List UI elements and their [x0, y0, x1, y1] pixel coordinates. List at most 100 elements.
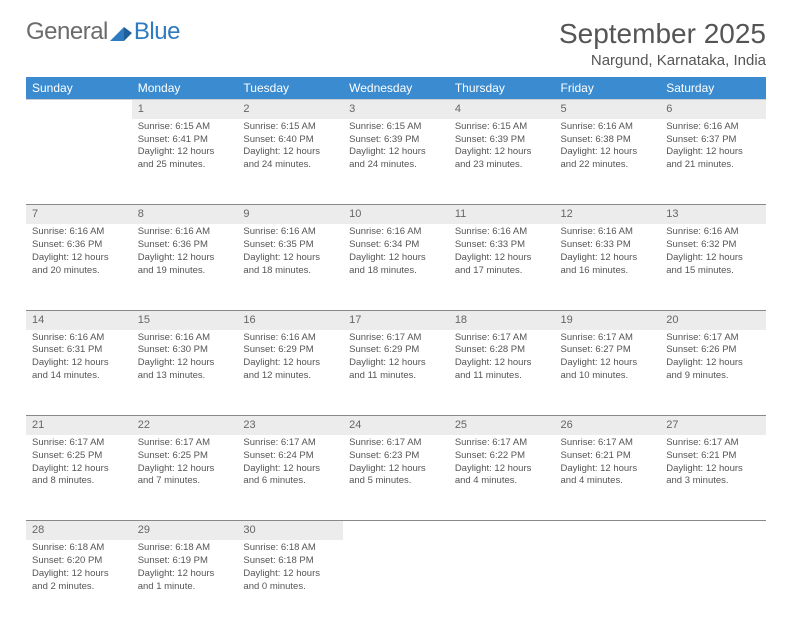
- day-body-cell: Sunrise: 6:15 AMSunset: 6:41 PMDaylight:…: [132, 119, 238, 205]
- day-number-cell: 6: [660, 100, 766, 119]
- daylight-text: and 6 minutes.: [243, 475, 337, 488]
- sunrise-text: Sunrise: 6:17 AM: [243, 437, 337, 450]
- day-body-cell: Sunrise: 6:17 AMSunset: 6:24 PMDaylight:…: [237, 435, 343, 521]
- sunset-text: Sunset: 6:32 PM: [666, 239, 760, 252]
- day-body-cell: [343, 540, 449, 626]
- day-body-cell: [449, 540, 555, 626]
- sunrise-text: Sunrise: 6:17 AM: [349, 332, 443, 345]
- sunset-text: Sunset: 6:24 PM: [243, 450, 337, 463]
- daylight-text: and 18 minutes.: [349, 265, 443, 278]
- day-body-cell: [660, 540, 766, 626]
- daylight-text: Daylight: 12 hours: [138, 252, 232, 265]
- sunset-text: Sunset: 6:25 PM: [138, 450, 232, 463]
- daylight-text: and 18 minutes.: [243, 265, 337, 278]
- daylight-text: and 10 minutes.: [561, 370, 655, 383]
- daybody-row: Sunrise: 6:16 AM Sunset: 6:36 PM Daylight:…: [26, 224, 766, 310]
- daybody-row: Sunrise: 6:15 AMSunset: 6:41 PMDaylight:…: [26, 119, 766, 205]
- day-number-cell: 8: [132, 205, 238, 224]
- day-body-cell: Sunrise: 6:16 AMSunset: 6:38 PMDaylight:…: [555, 119, 661, 205]
- sunset-text: Sunset: 6:36 PM: [32, 239, 126, 252]
- day-number-cell: 28: [26, 521, 132, 540]
- day-number-cell: 21: [26, 416, 132, 435]
- day-number-cell: 1: [132, 100, 238, 119]
- day-number-cell: 17: [343, 310, 449, 329]
- day-info: Sunrise: 6:17 AMSunset: 6:21 PMDaylight:…: [555, 435, 661, 494]
- sunrise-text: Sunrise: 6:18 AM: [32, 542, 126, 555]
- sunset-text: Sunset: 6:22 PM: [455, 450, 549, 463]
- sunrise-text: Sunrise: 6:16 AM: [561, 226, 655, 239]
- sunrise-text: Sunrise: 6:16 AM: [666, 121, 760, 134]
- sunrise-text: Sunrise: 6:16 AM: [455, 226, 549, 239]
- day-info: Sunrise: 6:16 AMSunset: 6:37 PMDaylight:…: [660, 119, 766, 178]
- sunset-text: Sunset: 6:18 PM: [243, 555, 337, 568]
- daylight-text: and 11 minutes.: [349, 370, 443, 383]
- day-number-cell: 4: [449, 100, 555, 119]
- day-number-cell: [449, 521, 555, 540]
- daylight-text: and 4 minutes.: [455, 475, 549, 488]
- sunrise-text: Sunrise: 6:17 AM: [138, 437, 232, 450]
- day-number-cell: 13: [660, 205, 766, 224]
- day-info: Sunrise: 6:16 AMSunset: 6:33 PMDaylight:…: [449, 224, 555, 283]
- sunset-text: Sunset: 6:27 PM: [561, 344, 655, 357]
- sunrise-text: Sunrise: 6:18 AM: [243, 542, 337, 555]
- day-info: Sunrise: 6:17 AMSunset: 6:21 PMDaylight:…: [660, 435, 766, 494]
- day-number-cell: 29: [132, 521, 238, 540]
- calendar-body: 123456Sunrise: 6:15 AMSunset: 6:41 PMDay…: [26, 100, 766, 626]
- weekday-header: Tuesday: [237, 77, 343, 100]
- day-body-cell: Sunrise: 6:17 AMSunset: 6:23 PMDaylight:…: [343, 435, 449, 521]
- sunrise-text: Sunrise: 6:15 AM: [243, 121, 337, 134]
- day-body-cell: Sunrise: 6:17 AMSunset: 6:25 PMDaylight:…: [26, 435, 132, 521]
- sunset-text: Sunset: 6:35 PM: [243, 239, 337, 252]
- daylight-text: and 22 minutes.: [561, 159, 655, 172]
- weekday-header: Thursday: [449, 77, 555, 100]
- daylight-text: and 14 minutes.: [32, 370, 126, 383]
- daylight-text: and 8 minutes.: [32, 475, 126, 488]
- daynum-row: 123456: [26, 100, 766, 119]
- sunrise-text: Sunrise: 6:16 AM: [138, 226, 232, 239]
- day-info: Sunrise: 6:16 AMSunset: 6:33 PMDaylight:…: [555, 224, 661, 283]
- day-info: Sunrise: 6:16 AMSunset: 6:31 PMDaylight:…: [26, 330, 132, 389]
- day-body-cell: Sunrise: 6:16 AMSunset: 6:34 PMDaylight:…: [343, 224, 449, 310]
- day-number-cell: [660, 521, 766, 540]
- daylight-text: and 24 minutes.: [243, 159, 337, 172]
- daylight-text: and 16 minutes.: [561, 265, 655, 278]
- day-number-cell: 30: [237, 521, 343, 540]
- sunrise-text: Sunrise: 6:17 AM: [561, 437, 655, 450]
- sunrise-text: Sunrise: 6:17 AM: [455, 437, 549, 450]
- daybody-row: Sunrise: 6:18 AMSunset: 6:20 PMDaylight:…: [26, 540, 766, 626]
- daylight-text: Daylight: 12 hours: [32, 357, 126, 370]
- day-body-cell: Sunrise: 6:15 AMSunset: 6:39 PMDaylight:…: [343, 119, 449, 205]
- weekday-header: Wednesday: [343, 77, 449, 100]
- daylight-text: and 0 minutes.: [243, 581, 337, 594]
- day-info: Sunrise: 6:15 AMSunset: 6:39 PMDaylight:…: [343, 119, 449, 178]
- day-info: Sunrise: 6:17 AMSunset: 6:29 PMDaylight:…: [343, 330, 449, 389]
- day-body-cell: Sunrise: 6:16 AMSunset: 6:33 PMDaylight:…: [555, 224, 661, 310]
- day-info: Sunrise: 6:17 AMSunset: 6:25 PMDaylight:…: [26, 435, 132, 494]
- day-body-cell: Sunrise: 6:16 AMSunset: 6:29 PMDaylight:…: [237, 330, 343, 416]
- daylight-text: and 15 minutes.: [666, 265, 760, 278]
- day-body-cell: Sunrise: 6:17 AMSunset: 6:26 PMDaylight:…: [660, 330, 766, 416]
- day-number-cell: 25: [449, 416, 555, 435]
- sunrise-text: Sunrise: 6:17 AM: [561, 332, 655, 345]
- daybody-row: Sunrise: 6:17 AMSunset: 6:25 PMDaylight:…: [26, 435, 766, 521]
- logo: General Blue: [26, 18, 180, 46]
- daynum-row: 78910111213: [26, 205, 766, 224]
- sunrise-text: Sunrise: 6:16 AM: [32, 332, 126, 345]
- day-number-cell: 3: [343, 100, 449, 119]
- daylight-text: and 5 minutes.: [349, 475, 443, 488]
- day-info: Sunrise: 6:16 AMSunset: 6:30 PMDaylight:…: [132, 330, 238, 389]
- day-info: Sunrise: 6:18 AMSunset: 6:19 PMDaylight:…: [132, 540, 238, 599]
- day-number-cell: 22: [132, 416, 238, 435]
- daylight-text: Daylight: 12 hours: [243, 568, 337, 581]
- day-body-cell: Sunrise: 6:15 AMSunset: 6:39 PMDaylight:…: [449, 119, 555, 205]
- day-body-cell: Sunrise: 6:16 AMSunset: 6:36 PMDaylight:…: [26, 224, 132, 310]
- day-info: Sunrise: 6:17 AMSunset: 6:28 PMDaylight:…: [449, 330, 555, 389]
- daylight-text: Daylight: 12 hours: [138, 463, 232, 476]
- day-info: Sunrise: 6:18 AMSunset: 6:20 PMDaylight:…: [26, 540, 132, 599]
- daylight-text: and 9 minutes.: [666, 370, 760, 383]
- day-body-cell: Sunrise: 6:16 AMSunset: 6:37 PMDaylight:…: [660, 119, 766, 205]
- daylight-text: Daylight: 12 hours: [561, 357, 655, 370]
- daybody-row: Sunrise: 6:16 AMSunset: 6:31 PMDaylight:…: [26, 330, 766, 416]
- daylight-text: and 12 minutes.: [243, 370, 337, 383]
- daylight-text: and 13 minutes.: [138, 370, 232, 383]
